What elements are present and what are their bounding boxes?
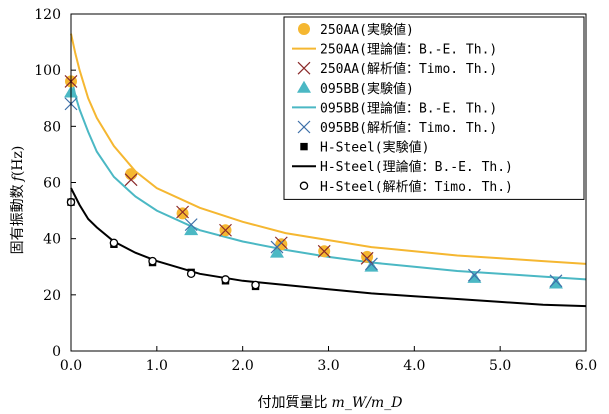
data-point (317, 244, 331, 258)
data-point (148, 256, 157, 266)
legend-swatch (297, 61, 311, 75)
data-point (219, 223, 232, 237)
legend-label: 095BB(理論値：B.-E. Th.) (320, 100, 497, 116)
legend-item: 095BB(解析値：Timo. Th.) (297, 120, 497, 136)
data-point (186, 269, 196, 279)
data-point (270, 240, 284, 254)
y-tick-label: 120 (34, 7, 61, 23)
legend-label: 250AA(実験値) (320, 22, 414, 38)
legend-swatch (297, 80, 311, 93)
data-point (270, 245, 284, 258)
legend-item: 250AA(解析値：Timo. Th.) (297, 61, 497, 77)
x-tick-label: 6.0 (575, 358, 597, 374)
legend-item: H-Steel(理論値：B.-E. Th.) (292, 159, 513, 175)
x-axis-label-main: 付加質量比 (258, 395, 328, 411)
y-tick-label: 80 (43, 119, 61, 135)
y-axis-label-italic: f (10, 173, 26, 182)
series-line-1 (70, 33, 587, 265)
y-tick-label: 100 (34, 63, 61, 79)
legend-swatch (297, 120, 311, 134)
legend-label: 250AA(解析値：Timo. Th.) (320, 61, 497, 77)
data-point (176, 205, 190, 219)
series-line-4 (70, 75, 587, 281)
data-point (275, 238, 288, 251)
axes (70, 13, 587, 352)
y-axis-label: 固有振動数 f(Hz) (10, 146, 26, 255)
data-point (124, 173, 138, 187)
y-axis-label-unit: (Hz) (10, 146, 26, 177)
legend-label: H-Steel(理論値：B.-E. Th.) (320, 159, 513, 175)
data-point (221, 275, 230, 284)
series-line-7 (70, 187, 587, 308)
data-point (467, 270, 482, 283)
data-point (176, 207, 189, 220)
legend-item: H-Steel(解析値：Timo. Th.) (299, 179, 513, 195)
x-tick-label: 5.0 (489, 358, 511, 374)
legend-item: H-Steel(実験値) (300, 140, 429, 156)
legend-item: 095BB(理論値：B.-E. Th.) (292, 100, 497, 116)
x-tick-label: 3.0 (317, 358, 339, 374)
data-point (467, 268, 481, 282)
legend-item: 250AA(実験値) (298, 22, 414, 38)
data-point (125, 168, 138, 181)
legend-label: 095BB(解析値：Timo. Th.) (320, 120, 497, 136)
data-point (549, 274, 563, 288)
legend: 250AA(実験値) 250AA(理論値：B.-E. Th.) 250AA(解析値：… (283, 16, 585, 200)
data-point (251, 280, 260, 290)
x-axis-label: 付加質量比 m_W/m_D (258, 395, 403, 411)
legend-label: 095BB(実験値) (320, 81, 414, 97)
x-tick-label: 4.0 (403, 358, 425, 374)
legend-label: H-Steel(実験値) (320, 140, 429, 156)
legend-item: 095BB(実験値) (297, 80, 414, 97)
y-axis-label-main: 固有振動数 (10, 184, 26, 254)
series-lines (70, 33, 587, 308)
legend-label: 250AA(理論値：B.-E. Th.) (320, 42, 497, 58)
legend-swatch (300, 142, 308, 151)
data-point (361, 250, 374, 263)
data-point (548, 276, 563, 289)
x-tick-label: 0.0 (60, 358, 82, 374)
tick-labels: 0.0 1.0 2.0 3.0 4.0 5.0 6.0 0 20 40 60 80 100 120 (34, 7, 597, 374)
data-point (364, 259, 379, 272)
x-tick-label: 1.0 (146, 358, 168, 374)
x-tick-label: 2.0 (232, 358, 254, 374)
data-point (360, 251, 374, 265)
legend-item: 250AA(理論値：B.-E. Th.) (292, 42, 497, 58)
data-point (184, 223, 199, 236)
legend-label: H-Steel(解析値：Timo. Th.) (320, 179, 513, 195)
data-point (364, 257, 378, 271)
legend-swatch (299, 181, 309, 191)
legend-box (283, 16, 585, 200)
data-point (184, 218, 198, 232)
y-tick-label: 40 (43, 232, 61, 248)
y-tick-label: 0 (52, 344, 61, 360)
x-axis-label-math: m_W/m_D (332, 395, 403, 411)
legend-swatch (298, 23, 310, 35)
y-tick-label: 60 (43, 176, 61, 192)
y-tick-label: 20 (43, 288, 61, 304)
data-point (109, 238, 119, 248)
